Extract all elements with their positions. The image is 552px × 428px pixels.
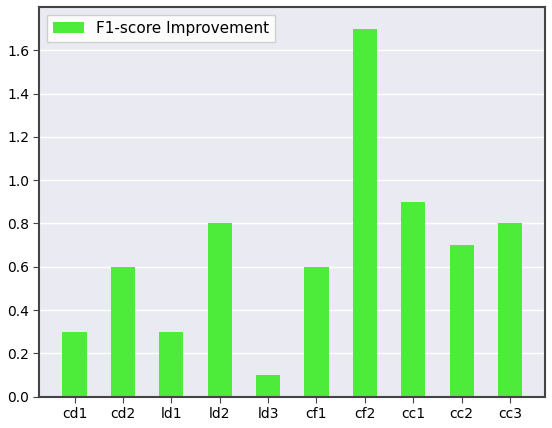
Bar [353,29,377,397]
Bar [62,332,87,397]
Bar [498,223,522,397]
Legend: F1-score Improvement: F1-score Improvement [47,15,275,42]
Bar [208,223,232,397]
Bar [401,202,425,397]
Bar [449,245,474,397]
Bar [256,375,280,397]
Bar [159,332,183,397]
Bar [111,267,135,397]
Bar [304,267,328,397]
